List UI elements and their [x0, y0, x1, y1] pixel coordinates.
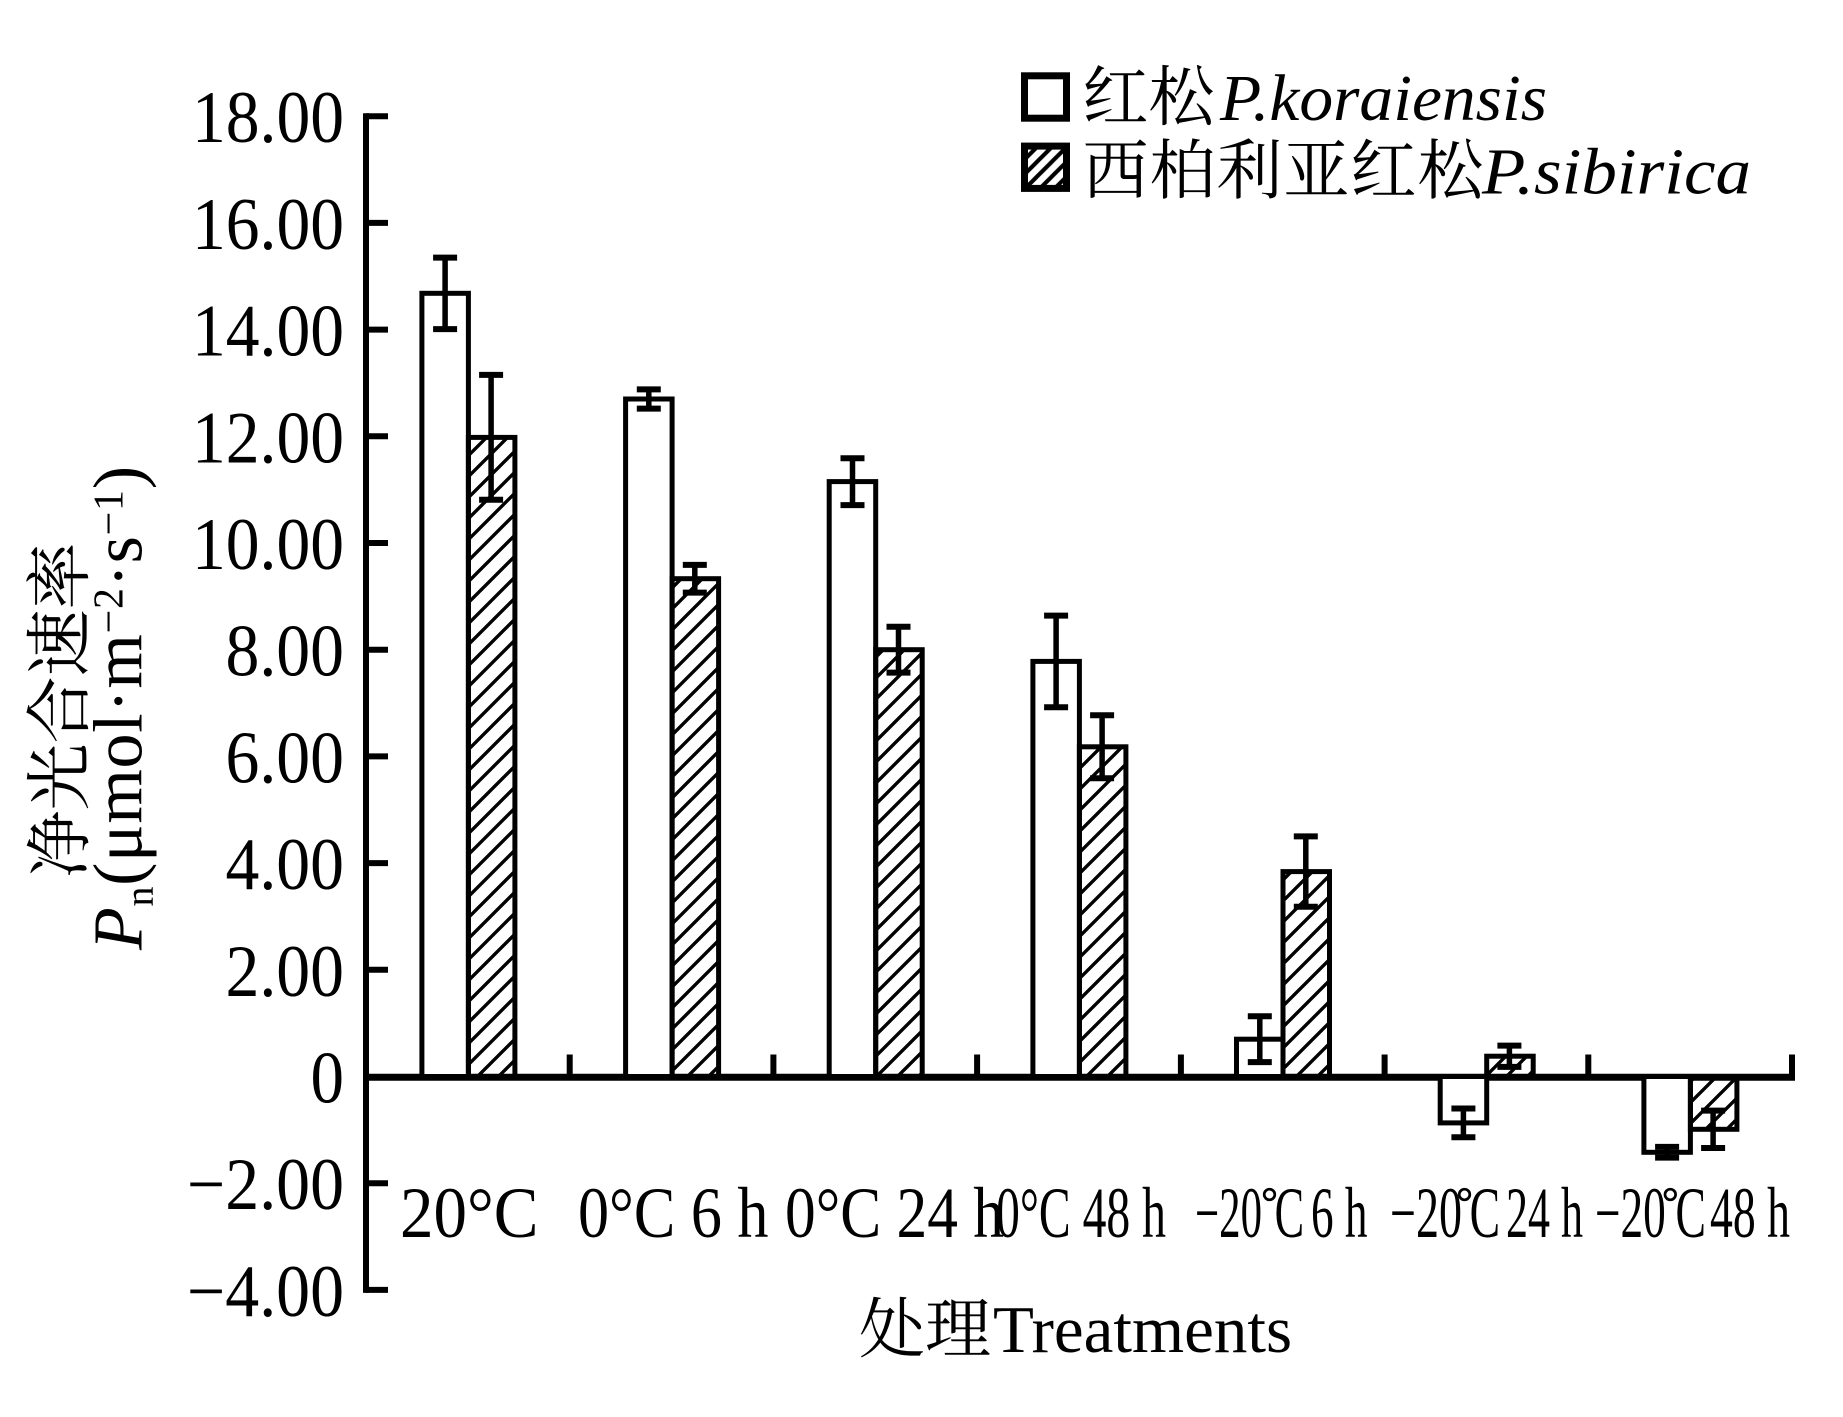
svg-text:0°C 48 h: 0°C 48 h [996, 1173, 1166, 1253]
svg-text:48 h: 48 h [1710, 1173, 1790, 1253]
svg-text:C: C [1275, 1173, 1305, 1253]
svg-text:14.00: 14.00 [192, 291, 344, 373]
svg-text:C: C [1470, 1173, 1501, 1253]
svg-text:10.00: 10.00 [192, 504, 344, 586]
svg-text:−20: −20 [1195, 1173, 1262, 1253]
svg-text:0: 0 [311, 1038, 345, 1120]
svg-text:16.00: 16.00 [192, 184, 344, 266]
svg-text:24 h: 24 h [1506, 1173, 1583, 1253]
svg-text:−2.00: −2.00 [187, 1144, 344, 1226]
svg-text:−4.00: −4.00 [187, 1251, 344, 1333]
svg-text:2.00: 2.00 [226, 931, 345, 1013]
svg-text:0°C 24 h: 0°C 24 h [785, 1173, 1004, 1253]
svg-text:C: C [1676, 1173, 1707, 1253]
svg-text:P.sibirica: P.sibirica [1481, 136, 1751, 209]
svg-text:−20: −20 [1390, 1173, 1462, 1253]
svg-text:P.koraiensis: P.koraiensis [1219, 62, 1547, 135]
svg-text:8.00: 8.00 [226, 611, 345, 693]
svg-text:18.00: 18.00 [192, 77, 344, 159]
svg-text:12.00: 12.00 [192, 397, 344, 479]
svg-text:20°C: 20°C [400, 1173, 539, 1253]
svg-text:−20: −20 [1595, 1173, 1666, 1253]
svg-text:Treatments: Treatments [993, 1293, 1292, 1367]
svg-text:Pn(μmol·m−2·s−1): Pn(μmol·m−2·s−1) [81, 465, 162, 951]
svg-text:0°C 6 h: 0°C 6 h [578, 1173, 769, 1253]
svg-text:4.00: 4.00 [226, 824, 345, 906]
svg-text:6.00: 6.00 [226, 717, 345, 799]
svg-text:6 h: 6 h [1311, 1173, 1368, 1253]
